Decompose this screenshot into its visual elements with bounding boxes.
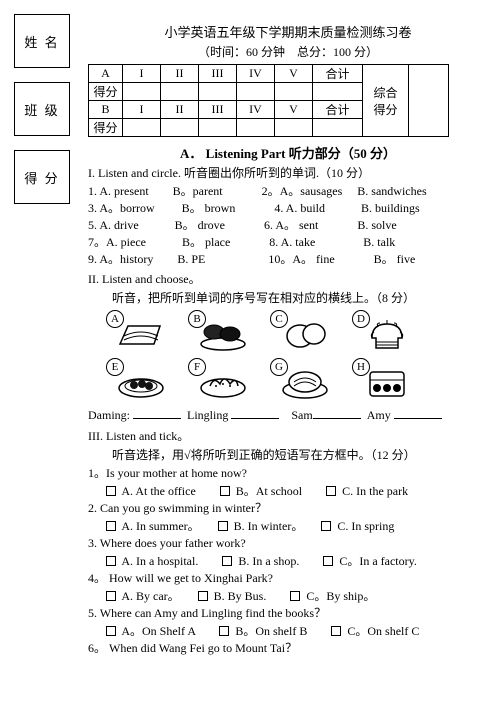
checkbox-icon[interactable] xyxy=(218,521,228,531)
question-line: 2. Can you go swimming in winter？ xyxy=(88,500,488,517)
checkbox-icon[interactable] xyxy=(106,521,116,531)
section-iii-title: III. Listen and tick。 xyxy=(88,427,488,444)
q-row: 7。A. piece B。 place 8. A. take B. talk xyxy=(88,234,488,251)
q-row: 9. A。history B. PE 10。A。 fine B。 five xyxy=(88,251,488,268)
page-title: 小学英语五年级下学期期末质量检测练习卷 xyxy=(88,22,488,41)
checkbox-icon[interactable] xyxy=(331,626,341,636)
q-row: 3. A。borrow B。 brown 4. A. build B. buil… xyxy=(88,200,488,217)
checkbox-icon[interactable] xyxy=(326,486,336,496)
pic-e: E xyxy=(110,360,166,402)
pic-b: B xyxy=(192,312,248,354)
fill-blanks: Daming: Lingling Sam Amy xyxy=(88,408,488,423)
checkbox-icon[interactable] xyxy=(321,521,331,531)
section-iii-sub: 听音选择，用√将所听到正确的短语写在方框中。（12 分） xyxy=(112,446,488,463)
class-box: 班 级 xyxy=(14,82,70,136)
zonghe-cell: 综合得分 xyxy=(363,65,409,137)
checkbox-icon[interactable] xyxy=(290,591,300,601)
section-ii-title: II. Listen and choose。 xyxy=(88,270,488,287)
pic-h: H xyxy=(356,360,412,402)
section-ii-sub: 听音，把所听到单词的序号写在相对应的横线上。（8 分） xyxy=(112,289,488,306)
checkbox-icon[interactable] xyxy=(106,486,116,496)
pic-a: A xyxy=(110,312,166,354)
checkbox-icon[interactable] xyxy=(220,486,230,496)
name-box: 姓 名 xyxy=(14,14,70,68)
q-row: 1. A. present B。parent 2。A。sausages B. s… xyxy=(88,183,488,200)
checkbox-icon[interactable] xyxy=(198,591,208,601)
checkbox-icon[interactable] xyxy=(106,591,116,601)
question-line: 5. Where can Amy and Lingling find the b… xyxy=(88,605,488,622)
score-table: A I II III IV V 合计 综合得分 得分 BI IIIII IVV … xyxy=(88,64,449,137)
answer-line: A. In summer。 B. In winter。 C. In spring xyxy=(106,517,488,535)
q-row: 5. A. drive B。 drove 6. A。 sent B. solve xyxy=(88,217,488,234)
checkbox-icon[interactable] xyxy=(222,556,232,566)
pic-f: F xyxy=(192,360,248,402)
pic-c: C xyxy=(274,312,330,354)
question-line: 1。Is your mother at home now? xyxy=(88,465,488,482)
part-a-header: A． Listening Part 听力部分（50 分） xyxy=(88,143,488,162)
question-line: 3. Where does your father work? xyxy=(88,535,488,552)
checkbox-icon[interactable] xyxy=(106,626,116,636)
answer-line: A. In a hospital. B. In a shop. C。In a f… xyxy=(106,552,488,570)
answer-line: A。On Shelf A B。On shelf B C。On shelf C xyxy=(106,622,488,640)
page-subtitle: （时间：60 分钟 总分：100 分） xyxy=(88,43,488,60)
answer-line: A. By car。 B. By Bus. C。By ship。 xyxy=(106,587,488,605)
pic-d: D xyxy=(356,312,412,354)
question-line: 6。 When did Wang Fei go to Mount Tai？ xyxy=(88,640,488,657)
answer-line: A. At the office B。At school C. In the p… xyxy=(106,482,488,500)
checkbox-icon[interactable] xyxy=(219,626,229,636)
score-box: 得 分 xyxy=(14,150,70,204)
pic-g: G xyxy=(274,360,330,402)
question-line: 4。 How will we get to Xinghai Park? xyxy=(88,570,488,587)
checkbox-icon[interactable] xyxy=(323,556,333,566)
section-i-title: I. Listen and circle. 听音圈出你所听到的单词.（10 分） xyxy=(88,164,488,181)
checkbox-icon[interactable] xyxy=(106,556,116,566)
